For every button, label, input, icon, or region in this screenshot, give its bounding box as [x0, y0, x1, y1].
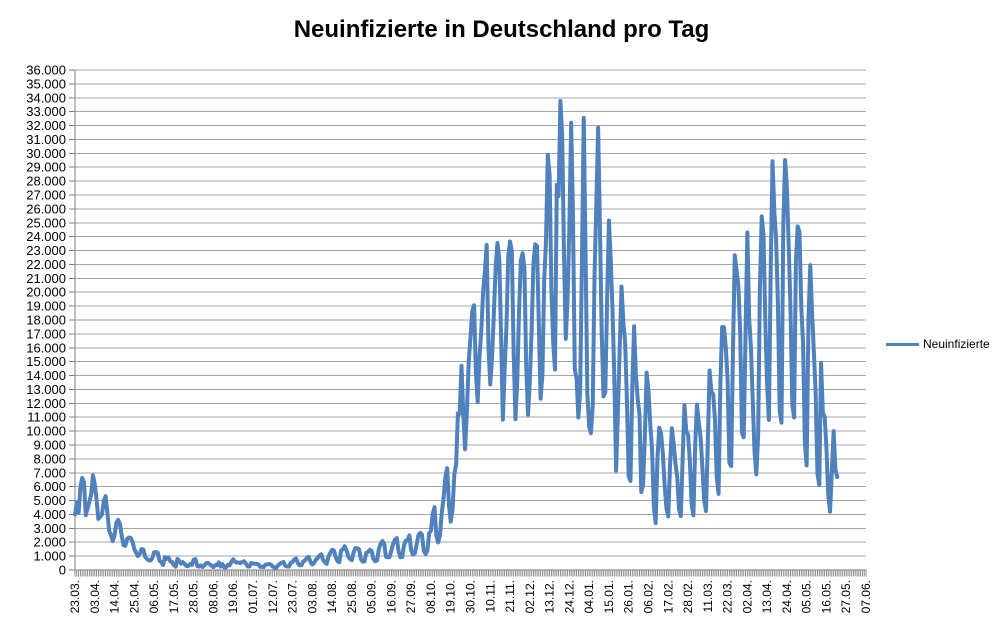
x-tick-label: 16.09. [384, 580, 398, 613]
y-tick-label: 8.000 [33, 451, 66, 466]
y-tick-label: 25.000 [26, 215, 66, 230]
chart-title: Neuinfizierte in Deutschland pro Tag [293, 16, 710, 43]
x-tick-label: 27.05. [839, 580, 853, 613]
x-tick-label: 12.07. [266, 580, 280, 613]
y-tick-label: 33.000 [26, 104, 66, 119]
x-tick-label: 03.08. [305, 580, 319, 613]
x-tick-label: 21.11. [503, 580, 517, 612]
x-tick-label: 02.12. [523, 580, 537, 613]
y-tick-label: 3.000 [33, 521, 66, 536]
y-tick-label: 28.000 [26, 174, 66, 189]
x-tick-label: 24.04. [780, 580, 794, 613]
x-tick-label: 11.03. [701, 580, 715, 612]
y-tick-label: 0 [59, 563, 66, 578]
y-tick-label: 30.000 [26, 146, 66, 161]
y-tick-label: 34.000 [26, 90, 66, 105]
x-tick-label: 01.07. [246, 580, 260, 613]
y-tick-label: 18.000 [26, 313, 66, 328]
x-tick-label: 19.10. [444, 580, 458, 613]
x-tick-label: 03.04. [88, 580, 102, 613]
y-tick-label: 14.000 [26, 368, 66, 383]
y-tick-label: 2.000 [33, 535, 66, 550]
y-tick-label: 9.000 [33, 438, 66, 453]
x-tick-label: 05.09. [365, 580, 379, 613]
y-tick-label: 17.000 [26, 326, 66, 341]
y-tick-label: 5.000 [33, 493, 66, 508]
x-tick-label: 16.05. [819, 580, 833, 613]
x-tick-label: 13.04. [760, 580, 774, 613]
x-tick-label: 27.09. [404, 580, 418, 613]
x-tick-label: 15.01. [602, 580, 616, 613]
y-tick-label: 27.000 [26, 188, 66, 203]
y-tick-label: 12.000 [26, 396, 66, 411]
x-tick-label: 06.05. [147, 580, 161, 613]
x-tick-label: 14.04. [108, 580, 122, 613]
x-tick-label: 30.10. [464, 580, 478, 613]
series-neuinfizierte [73, 98, 840, 570]
y-tick-label: 1.000 [33, 549, 66, 564]
y-tick-label: 13.000 [26, 382, 66, 397]
y-tick-label: 20.000 [26, 285, 66, 300]
legend-label: Neuinfizierte [923, 337, 990, 351]
y-tick-label: 15.000 [26, 354, 66, 369]
x-tick-label: 13.12. [543, 580, 557, 613]
y-tick-label: 29.000 [26, 160, 66, 175]
legend: Neuinfizierte [886, 337, 990, 351]
x-tick-label: 17.02. [661, 580, 675, 613]
y-tick-label: 4.000 [33, 507, 66, 522]
x-tick-label: 22.03. [721, 580, 735, 613]
x-tick-label: 25.04. [127, 580, 141, 613]
x-tick-label: 06.02. [641, 580, 655, 613]
y-tick-label: 7.000 [33, 465, 66, 480]
y-tick-label: 24.000 [26, 229, 66, 244]
y-tick-label: 6.000 [33, 479, 66, 494]
x-tick-label: 23.07. [286, 580, 300, 613]
x-tick-label: 04.01. [582, 580, 596, 613]
x-tick-label: 25.08. [345, 580, 359, 613]
y-tick-label: 35.000 [26, 76, 66, 91]
legend-line-swatch [886, 342, 919, 346]
y-tick-label: 19.000 [26, 299, 66, 314]
y-tick-label: 10.000 [26, 424, 66, 439]
y-tick-label: 21.000 [26, 271, 66, 286]
x-tick-label: 26.01. [622, 580, 636, 613]
x-tick-label: 05.05. [800, 580, 814, 613]
y-tick-label: 32.000 [26, 118, 66, 133]
y-tick-label: 11.000 [27, 410, 66, 425]
x-tick-label: 28.05. [187, 580, 201, 613]
y-tick-label: 31.000 [26, 132, 66, 147]
x-tick-label: 08.10. [424, 580, 438, 613]
y-tick-label: 36.000 [26, 63, 66, 78]
y-tick-label: 16.000 [26, 340, 66, 355]
y-tick-label: 23.000 [26, 243, 66, 258]
x-tick-label: 08.06. [206, 580, 220, 613]
x-tick-label: 17.05. [167, 580, 181, 613]
y-tick-label: 26.000 [26, 201, 66, 216]
x-tick-label: 23.03. [68, 580, 82, 613]
x-tick-label: 14.08. [325, 580, 339, 613]
x-tick-label: 02.04. [740, 580, 754, 613]
x-tick-label: 24.12. [562, 580, 576, 613]
x-ticks [74, 570, 867, 577]
x-tick-label: 07.06. [859, 580, 873, 613]
x-tick-label: 19.06. [226, 580, 240, 613]
x-tick-label: 10.11. [483, 580, 497, 612]
x-tick-label: 28.02. [681, 580, 695, 613]
y-ticks [69, 69, 75, 571]
y-tick-label: 22.000 [26, 257, 66, 272]
